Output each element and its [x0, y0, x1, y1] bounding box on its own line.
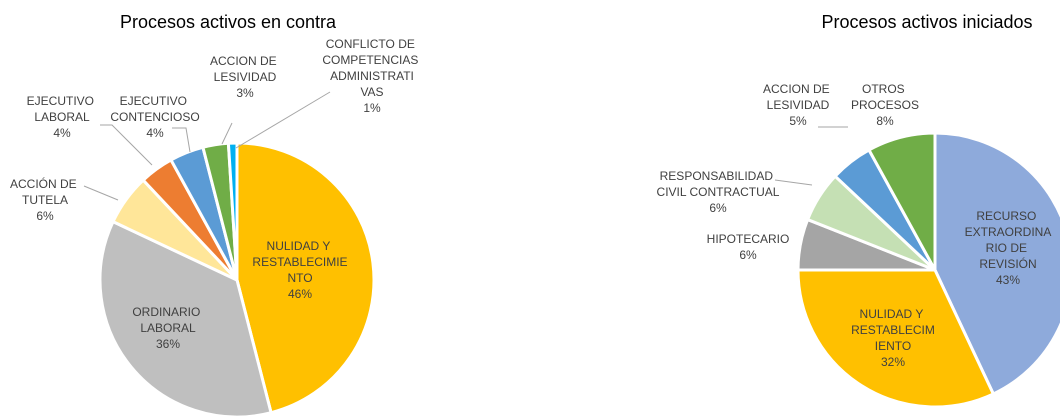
pie-slice: [226, 141, 239, 281]
slice-value-label: 3%: [236, 86, 254, 100]
slice-label: ACCION DE LESIVIDAD: [763, 82, 833, 112]
slice-label: EJECUTIVO CONTENCIOSO: [110, 94, 199, 124]
slice-label: ORDINARIO LABORAL: [132, 305, 203, 335]
slice-value-label: 36%: [156, 337, 180, 351]
pie-slice: [235, 141, 376, 415]
slice-label: CONFLICTO DE COMPETENCIAS ADMINISTRATI VA…: [322, 37, 421, 99]
slice-value-label: 32%: [881, 355, 905, 369]
slice-label: RESPONSABILIDAD CIVIL CONTRACTUAL: [657, 169, 780, 199]
slice-label: OTROS PROCESOS: [851, 82, 919, 112]
pie-slice: [796, 268, 996, 409]
pie-slice: [866, 131, 937, 271]
slice-value-label: 6%: [709, 201, 727, 215]
slice-label: RECURSO EXTRAORDINA RIO DE REVISIÓN: [965, 209, 1052, 271]
slice-value-label: 6%: [36, 209, 54, 223]
leader-line: [100, 124, 153, 166]
pie-slice: [933, 131, 1060, 396]
leader-line: [221, 122, 233, 145]
chart-title: Procesos activos iniciados: [821, 12, 1032, 32]
leader-line: [774, 179, 813, 186]
slice-value-label: 4%: [146, 126, 164, 140]
slice-label: EJECUTIVO LABORAL: [27, 94, 98, 124]
slice-value-label: 5%: [789, 114, 807, 128]
leader-line: [235, 91, 331, 149]
slice-value-label: 6%: [739, 248, 757, 262]
pie-slice: [98, 219, 273, 419]
leader-line: [83, 185, 119, 201]
slice-value-label: 1%: [363, 101, 381, 115]
slice-label: HIPOTECARIO: [707, 232, 790, 246]
slice-value-label: 4%: [53, 126, 71, 140]
slice-value-label: 43%: [996, 273, 1020, 287]
chart-title: Procesos activos en contra: [120, 12, 337, 32]
slice-label: ACCIÓN DE TUTELA: [10, 176, 80, 207]
slice-label: ACCION DE LESIVIDAD: [210, 54, 280, 84]
slice-value-label: 46%: [288, 287, 312, 301]
slice-value-label: 8%: [876, 114, 894, 128]
leader-line: [172, 127, 191, 153]
